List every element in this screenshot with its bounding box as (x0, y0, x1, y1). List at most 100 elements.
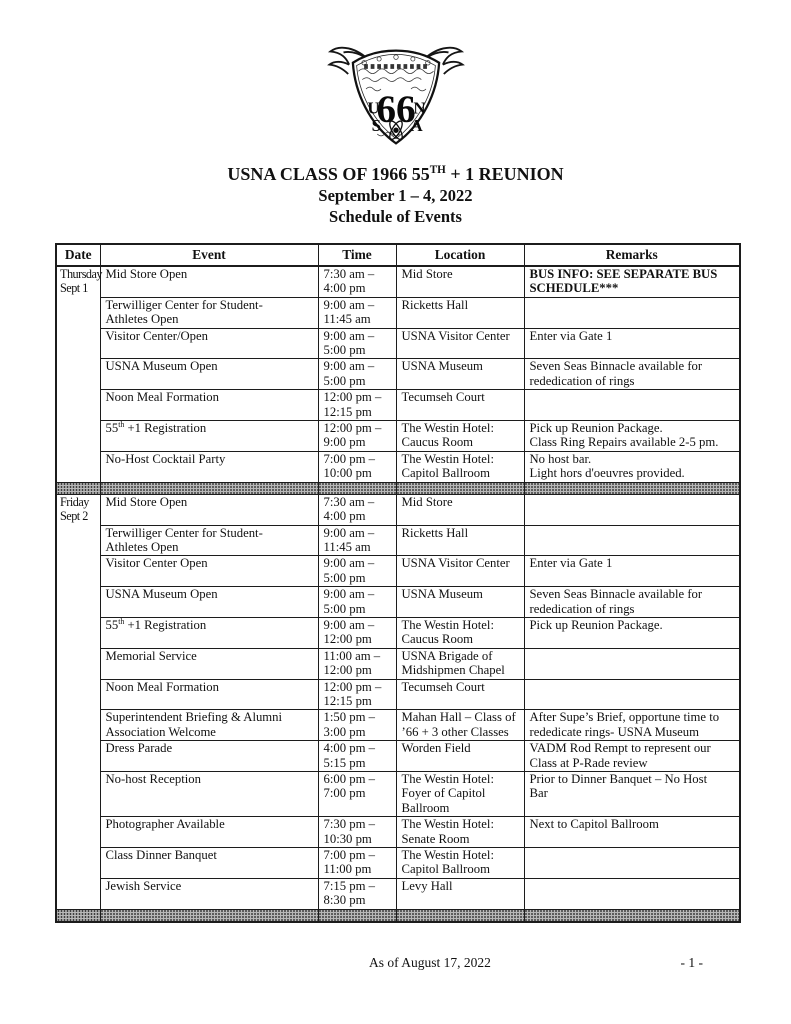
cell-line: 9:00 am – (323, 359, 375, 374)
cell-line: Mid Store (401, 494, 453, 509)
cell-line: rededication of rings (529, 373, 635, 388)
schedule-row: Superintendent Briefing & Alumni Associat… (56, 709, 741, 742)
cell-line: 9:00 pm (323, 435, 366, 450)
cell-line: USNA Museum Open (105, 587, 218, 602)
schedule-row: Terwilliger Center for Student- Athletes … (56, 524, 741, 557)
event-cell: Noon Meal Formation (99, 678, 319, 711)
cell-line: 9:00 am – (323, 556, 375, 571)
schedule-row: No-host Reception 6:00 pm –7:00 pm The Wes… (56, 770, 741, 818)
cell-line: Terwilliger Center for Student- (105, 297, 263, 312)
cell-line: 3:00 pm (323, 724, 366, 739)
cell-line: Capitol Ballroom (401, 862, 490, 877)
schedule-row: Noon Meal Formation 12:00 pm –12:15 pm Tec… (56, 389, 741, 422)
time-cell: 9:00 am –12:00 pm (317, 616, 397, 649)
remarks-cell: Pick up Reunion Package. Class Ring Repai… (523, 420, 741, 452)
cell-line: Superintendent Briefing & Alumni (105, 710, 283, 725)
cell-line: Pick up Reunion Package. (529, 421, 663, 436)
cell-line: Class at P-Rade review (529, 755, 648, 770)
cell-line: Seven Seas Binnacle available for (529, 359, 703, 374)
cell-line: 11:00 pm (323, 862, 372, 877)
cell-line: Midshipmen Chapel (401, 663, 505, 678)
cell-line: Memorial Service (105, 648, 197, 663)
event-cell: Noon Meal Formation (99, 389, 319, 422)
location-cell: The Westin Hotel: Foyer of Capitol Ballroo… (395, 770, 525, 818)
time-cell: 12:00 pm –12:15 pm (317, 678, 397, 711)
document-title: USNA CLASS OF 1966 55TH + 1 REUNION (227, 164, 564, 184)
divider-cell (99, 908, 319, 923)
schedule-row: Class Dinner Banquet 7:00 pm –11:00 pm The… (56, 847, 741, 879)
cell-line: Mid Store Open (105, 494, 188, 509)
cell-line: 11:45 am (323, 312, 371, 327)
location-cell: Tecumseh Court (395, 389, 525, 422)
page-footer: As of August 17, 2022 - 1 - (0, 955, 791, 975)
cell-line: Noon Meal Formation (105, 390, 219, 405)
location-cell: The Westin Hotel: Senate Room (395, 816, 525, 849)
document-subtitle: Schedule of Events (329, 207, 462, 226)
remarks-cell (523, 877, 741, 910)
time-cell: 9:00 am –5:00 pm (317, 586, 397, 618)
title-block: USNA CLASS OF 1966 55TH + 1 REUNION Sept… (0, 163, 791, 227)
cell-line: Photographer Available (105, 817, 225, 832)
crest-letter-a: A (410, 116, 423, 135)
event-cell: Dress Parade (99, 740, 319, 772)
divider-cell (523, 908, 741, 923)
event-cell: Visitor Center/Open (99, 327, 319, 360)
remarks-cell (523, 389, 741, 422)
cell-line: USNA Museum (401, 359, 483, 374)
cell-line: The Westin Hotel: (401, 772, 494, 786)
schedule-row: Noon Meal Formation 12:00 pm –12:15 pm Tec… (56, 678, 741, 711)
location-cell: USNA Brigade of Midshipmen Chapel (395, 647, 525, 680)
event-cell: No-Host Cocktail Party (99, 450, 319, 483)
cell-line: Prior to Dinner Banquet – No Host (529, 772, 708, 786)
event-cell: USNA Museum Open (99, 586, 319, 618)
cell-line: Athletes Open (105, 539, 179, 554)
class-crest-logo: 66 U N S A (0, 0, 791, 155)
document-date-range: September 1 – 4, 2022 (318, 186, 473, 205)
remarks-cell: Prior to Dinner Banquet – No Host Bar (523, 770, 741, 818)
cell-line: Athletes Open (105, 312, 179, 327)
remarks-cell: Enter via Gate 1 (523, 555, 741, 588)
cell-line: 12:00 pm (323, 632, 372, 647)
cell-line: Enter via Gate 1 (529, 328, 613, 343)
cell-line: 10:00 pm (323, 466, 372, 481)
location-cell: USNA Visitor Center (395, 327, 525, 360)
divider-cell (317, 908, 397, 923)
location-cell: The Westin Hotel: Caucus Room (395, 420, 525, 452)
divider-cell (395, 481, 525, 495)
remarks-cell (523, 524, 741, 557)
remarks-cell (523, 493, 741, 526)
date-cell: Friday Sept 2 (55, 493, 101, 910)
divider-cell (395, 908, 525, 923)
column-header-time: Time (317, 243, 397, 267)
cell-line: Senate Room (401, 831, 470, 846)
crest-atom-icon (388, 120, 403, 141)
location-cell: Ricketts Hall (395, 296, 525, 329)
remarks-cell: VADM Rod Rempt to represent our Class at … (523, 740, 741, 772)
column-header-date: Date (55, 243, 101, 267)
cell-line: rededication of rings (529, 601, 635, 616)
cell-line: 12:00 pm (323, 663, 372, 678)
cell-line: Class Ring Repairs available 2-5 pm. (529, 435, 719, 450)
cell-line: No-Host Cocktail Party (105, 451, 226, 466)
column-header-remarks: Remarks (523, 243, 741, 267)
cell-line: The Westin Hotel: (401, 421, 494, 436)
cell-line: The Westin Hotel: (401, 451, 494, 466)
schedule-row: Dress Parade 4:00 pm –5:15 pm Worden Field… (56, 740, 741, 772)
cell-line: USNA Visitor Center (401, 328, 510, 343)
section-divider (55, 481, 741, 495)
time-cell: 9:00 am –11:45 am (317, 296, 397, 329)
time-cell: 9:00 am –11:45 am (317, 524, 397, 557)
cell-line: After Supe’s Brief, opportune time to (529, 710, 720, 725)
time-cell: 9:00 am –5:00 pm (317, 358, 397, 391)
cell-line: Dress Parade (105, 741, 173, 756)
location-cell: The Westin Hotel: Capitol Ballroom (395, 847, 525, 879)
cell-line: Tecumseh Court (401, 679, 485, 694)
cell-line: Next to Capitol Ballroom (529, 817, 659, 832)
remarks-cell: No host bar. Light hors d'oeuvres provide… (523, 450, 741, 483)
location-cell: USNA Museum (395, 358, 525, 391)
cell-line: Seven Seas Binnacle available for (529, 587, 703, 602)
event-cell: Mid Store Open (99, 265, 319, 298)
crest-shield (351, 49, 440, 145)
cell-line: Ricketts Hall (401, 297, 469, 312)
